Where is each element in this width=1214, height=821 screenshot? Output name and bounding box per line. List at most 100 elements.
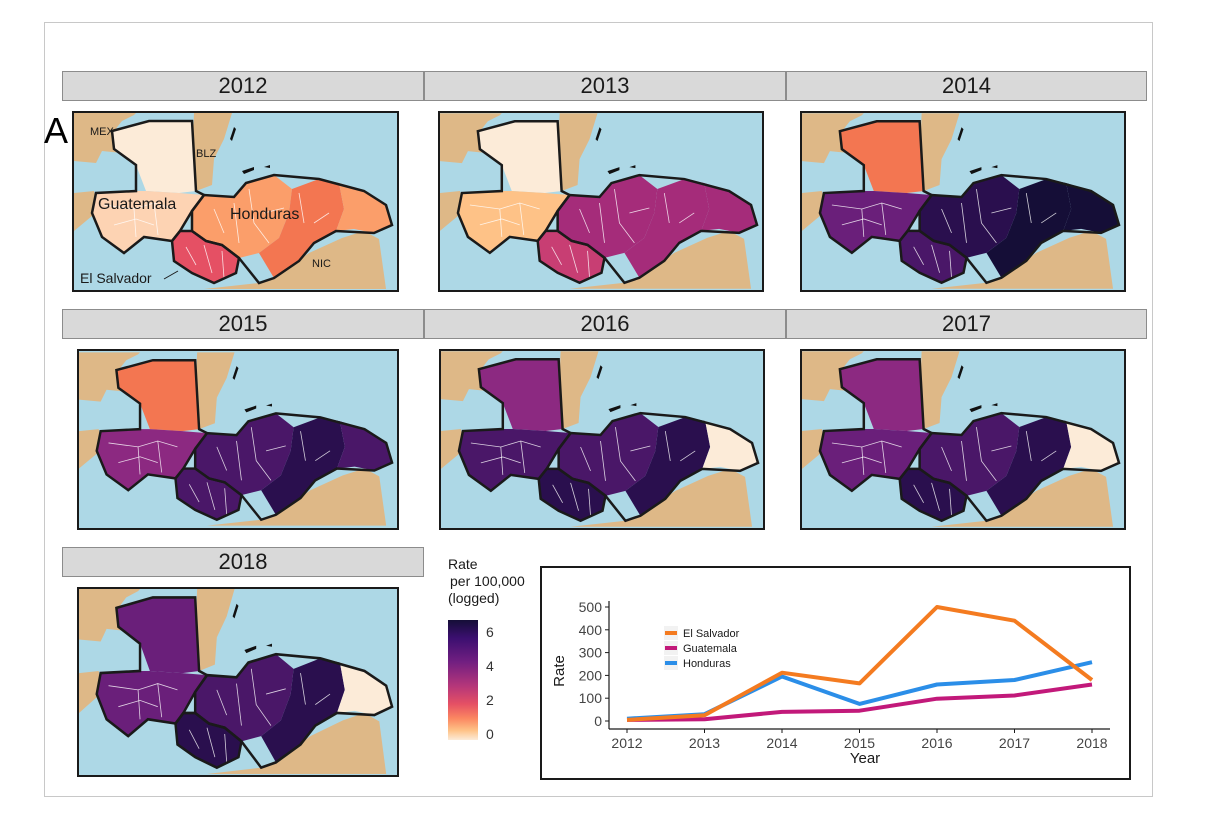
department-boundary — [861, 446, 865, 475]
department-boundary — [599, 202, 605, 243]
x-tick-label: 2014 — [766, 735, 797, 751]
department-boundary — [991, 207, 1012, 214]
guatemala-north-region — [478, 359, 563, 432]
el-salvador-outline — [170, 229, 241, 285]
el-salvador-outline — [898, 229, 968, 285]
island — [230, 127, 236, 141]
x-tick-label: 2018 — [1076, 735, 1107, 751]
island — [630, 403, 637, 407]
guatemala-north-region — [116, 597, 200, 674]
department-boundary — [221, 250, 225, 279]
guatemala-region — [96, 429, 207, 491]
facet-strip-2017: 2017 — [786, 309, 1147, 339]
belize-land — [557, 113, 598, 192]
island — [244, 645, 257, 654]
department-boundary — [941, 208, 952, 234]
guatemala-north-region — [116, 360, 200, 432]
department-boundary — [153, 202, 159, 236]
annotation-mex: MEX — [90, 126, 115, 138]
department-boundary — [113, 218, 155, 226]
department-boundary — [881, 440, 887, 473]
gracias-a-dios-region — [336, 183, 392, 233]
legend-tick: 2 — [486, 692, 494, 708]
island — [232, 366, 239, 380]
island — [244, 405, 257, 413]
gracias-a-dios-region — [336, 421, 393, 471]
island — [608, 405, 621, 413]
department-boundary — [861, 208, 865, 237]
department-boundary — [1041, 450, 1057, 462]
department-boundary — [188, 729, 200, 749]
department-boundary — [664, 430, 671, 461]
department-boundary — [1025, 430, 1032, 461]
facet-strip-2015: 2015 — [62, 309, 424, 339]
nicaragua-land — [931, 468, 1114, 527]
belize-land — [195, 352, 235, 430]
department-boundary — [931, 244, 940, 273]
honduras-east-region — [624, 179, 710, 278]
y-tick-label: 500 — [579, 599, 603, 615]
department-boundary — [300, 431, 306, 461]
department-boundary — [248, 188, 270, 244]
map-panel-2017 — [800, 349, 1126, 530]
nicaragua-land — [931, 230, 1114, 289]
x-tick-label: 2012 — [611, 735, 642, 751]
facet-strip-2016: 2016 — [424, 309, 786, 339]
guatemala-region — [457, 191, 570, 253]
department-boundary — [588, 488, 591, 516]
department-boundary — [108, 683, 178, 691]
honduras-west-region — [192, 175, 292, 258]
honduras-west-region — [557, 175, 658, 258]
department-boundary — [552, 484, 563, 503]
department-boundary — [469, 202, 540, 210]
guatemala-outline — [90, 119, 206, 255]
department-boundary — [250, 427, 272, 481]
island — [991, 165, 998, 169]
y-tick-label: 400 — [579, 622, 603, 638]
legend-title-line: Rate — [448, 556, 478, 572]
department-boundary — [157, 683, 163, 718]
department-boundary — [233, 202, 240, 244]
department-boundary — [213, 208, 225, 234]
department-boundary — [600, 440, 606, 481]
legend-entry: Guatemala — [683, 643, 738, 655]
belize-land — [192, 113, 232, 191]
mexico-land — [441, 429, 465, 469]
legend-entry: Honduras — [683, 658, 731, 670]
department-boundary — [831, 202, 902, 210]
el-salvador-outline — [174, 467, 243, 522]
department-boundary — [315, 693, 331, 705]
guatemala-outline — [95, 596, 209, 738]
honduras-east-region — [986, 417, 1072, 516]
department-boundary — [480, 456, 521, 464]
y-tick-label: 0 — [594, 713, 602, 729]
department-boundary — [949, 488, 952, 516]
department-boundary — [913, 484, 924, 503]
department-boundary — [137, 446, 141, 475]
guatemala-region — [819, 191, 932, 253]
guatemala-north-region — [839, 121, 924, 194]
el-salvador-outline — [898, 467, 968, 523]
x-axis-label: Year — [850, 750, 880, 767]
department-boundary — [157, 440, 163, 473]
annotation-blz: BLZ — [196, 148, 216, 160]
rate-line-chart: 2012 2013 2014 2015 2016 2017 2018 0 100 200 300 40… — [540, 566, 1131, 780]
x-tick-label: 2013 — [689, 735, 720, 751]
department-boundary — [118, 456, 158, 464]
department-boundary — [300, 672, 306, 705]
gracias-a-dios-region — [702, 421, 759, 471]
legend-title-line: (logged) — [448, 590, 500, 606]
guatemala-region — [819, 429, 932, 491]
map-panel-2018 — [77, 587, 399, 777]
department-boundary — [236, 683, 242, 726]
island — [969, 405, 982, 413]
island — [957, 127, 964, 142]
department-boundary — [298, 192, 305, 224]
department-boundary — [580, 446, 591, 472]
department-boundary — [313, 212, 330, 224]
mexico-land — [74, 191, 98, 231]
el-salvador-outline — [536, 229, 606, 285]
gracias-a-dios-region — [701, 183, 758, 233]
department-boundary — [961, 440, 967, 481]
island — [991, 403, 998, 407]
